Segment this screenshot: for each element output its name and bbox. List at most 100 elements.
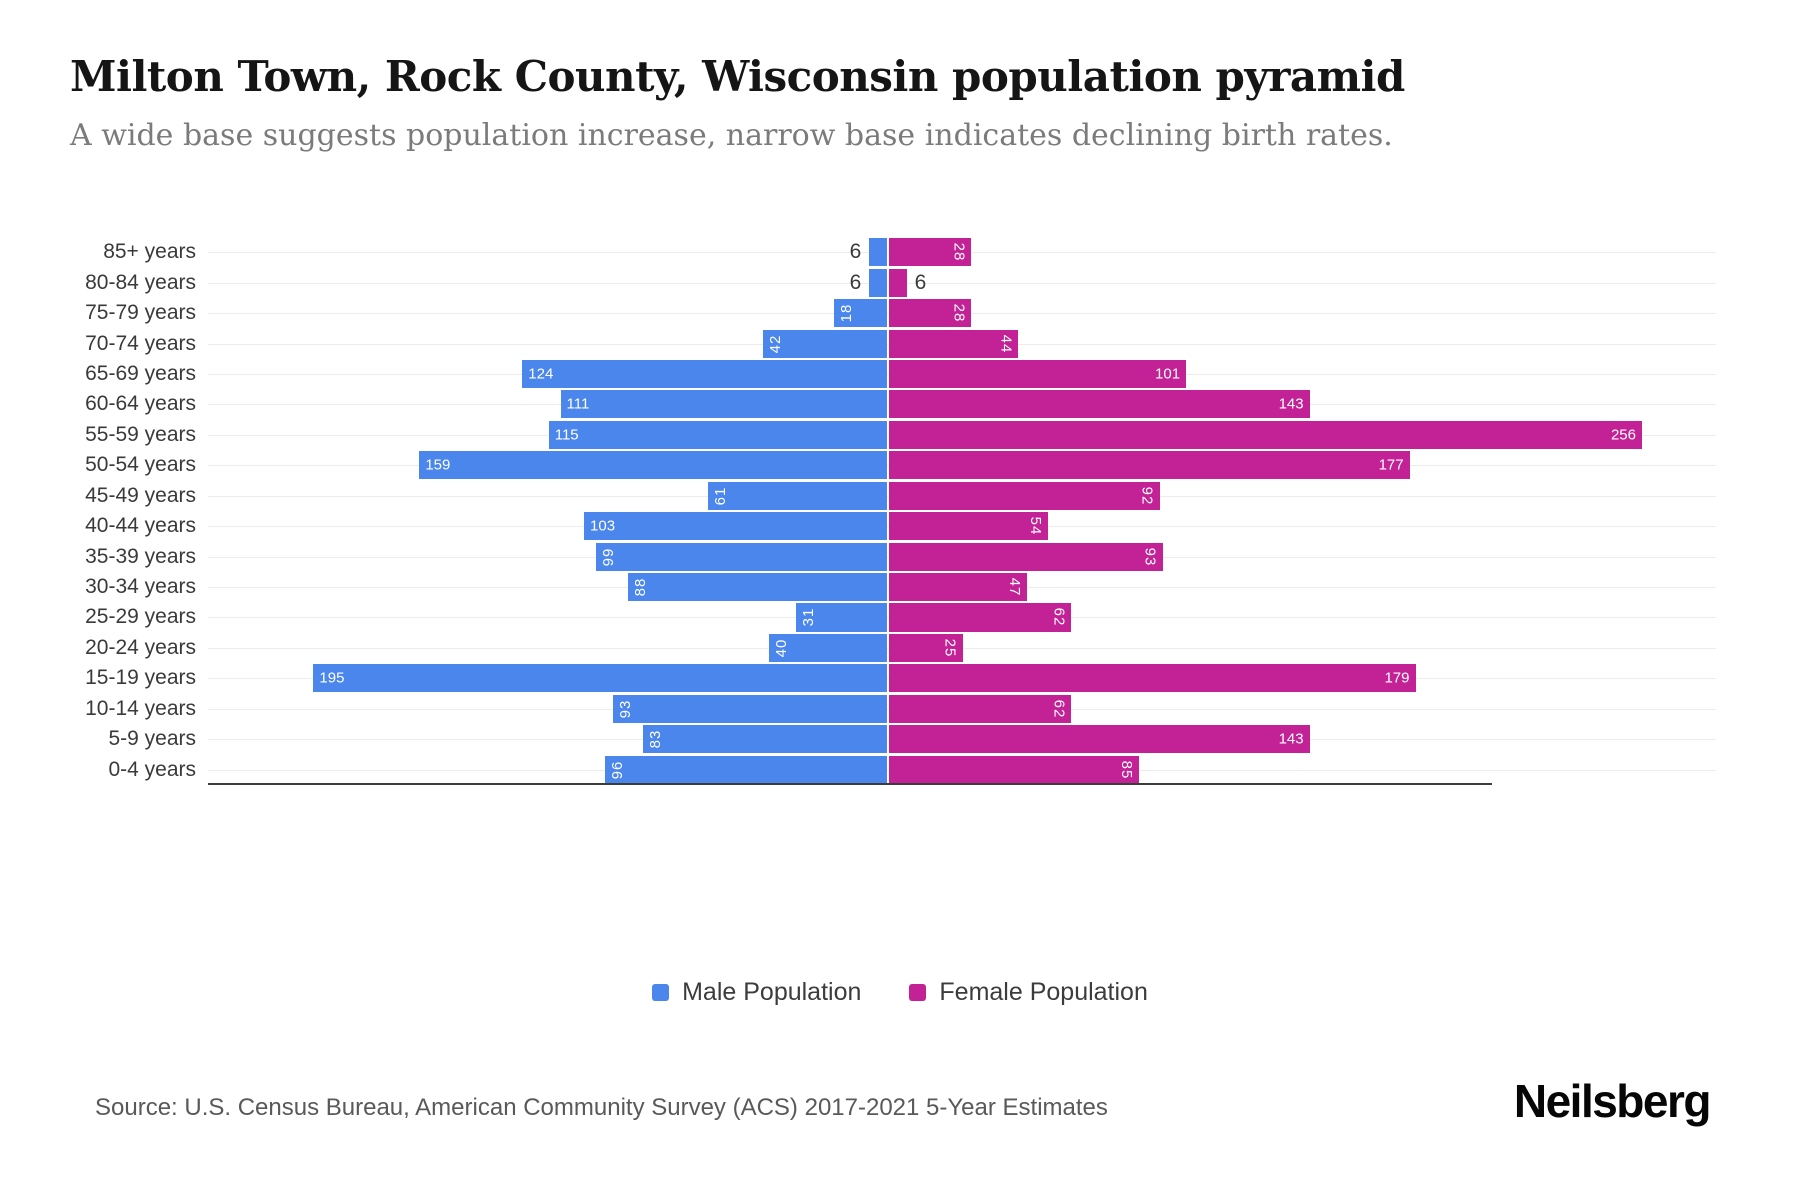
bar-value-label: 47 (1006, 577, 1024, 597)
age-group-label: 65-69 years (85, 361, 196, 385)
population-pyramid-chart: 85+ years 6 28 80-84 years 6 6 75-79 years 18 28… (0, 237, 1800, 785)
age-group-label: 35-39 years (85, 544, 196, 568)
female-bar[interactable]: 44 (889, 329, 1019, 358)
male-bar[interactable]: 93 (613, 694, 887, 723)
age-group-label: 10-14 years (85, 696, 196, 720)
bar-value-label: 83 (646, 729, 664, 749)
female-bar[interactable]: 92 (889, 481, 1160, 510)
male-bar[interactable] (869, 268, 887, 297)
bar-value-label: 42 (767, 334, 785, 353)
age-group-label: 5-9 years (108, 727, 196, 751)
pyramid-row: 45-49 years 61 92 (0, 481, 1800, 511)
pyramid-row: 85+ years 6 28 (0, 237, 1800, 267)
source-text: Source: U.S. Census Bureau, American Com… (95, 1094, 1108, 1121)
bars-area: 115 256 (208, 420, 1716, 449)
age-group-label: 0-4 years (108, 757, 196, 781)
female-bar[interactable] (889, 268, 907, 297)
x-axis-line (208, 783, 1492, 785)
bars-area: 93 62 (208, 694, 1716, 723)
bar-value-label: 62 (1050, 699, 1068, 719)
male-bar[interactable]: 195 (313, 664, 887, 693)
bar-value-label: 177 (1378, 456, 1404, 474)
male-bar[interactable] (869, 238, 887, 267)
female-bar[interactable]: 54 (889, 512, 1048, 541)
male-bar[interactable]: 61 (707, 481, 887, 510)
female-bar[interactable]: 28 (889, 299, 972, 328)
bars-area: 42 44 (208, 329, 1716, 358)
age-group-label: 50-54 years (85, 453, 196, 477)
bar-value-label: 25 (941, 638, 959, 658)
legend-item-female[interactable]: Female Population (909, 978, 1148, 1007)
legend: Male Population Female Population (0, 978, 1800, 1007)
bars-area: 18 28 (208, 299, 1716, 328)
bars-area: 31 62 (208, 603, 1716, 632)
bar-value-label: 93 (617, 699, 635, 719)
male-bar[interactable]: 42 (763, 329, 887, 358)
bar-value-label: 31 (799, 608, 817, 627)
pyramid-row: 60-64 years 111 143 (0, 389, 1800, 419)
bar-value-label: 195 (319, 669, 345, 687)
bar-value-label: 6 (914, 270, 927, 294)
pyramid-row: 75-79 years 18 28 (0, 298, 1800, 328)
pyramid-row: 5-9 years 83 143 (0, 724, 1800, 754)
female-bar[interactable]: 47 (889, 573, 1028, 602)
bar-value-label: 103 (590, 517, 616, 535)
female-bar[interactable]: 28 (889, 238, 972, 267)
female-bar[interactable]: 256 (889, 420, 1642, 449)
bar-value-label: 111 (566, 395, 590, 413)
male-bar[interactable]: 83 (642, 725, 887, 754)
pyramid-row: 10-14 years 93 62 (0, 694, 1800, 724)
bar-value-label: 101 (1155, 365, 1181, 383)
female-bar[interactable]: 85 (889, 755, 1140, 784)
age-group-label: 80-84 years (85, 270, 196, 294)
age-group-label: 15-19 years (85, 666, 196, 690)
male-bar[interactable]: 103 (584, 512, 887, 541)
pyramid-row: 35-39 years 99 93 (0, 541, 1800, 571)
male-bar[interactable]: 111 (560, 390, 887, 419)
bars-area: 6 28 (208, 238, 1716, 267)
female-bar[interactable]: 101 (889, 359, 1187, 388)
bar-value-label: 6 (849, 240, 862, 264)
female-bar[interactable]: 143 (889, 725, 1310, 754)
bar-value-label: 40 (773, 638, 791, 658)
age-group-label: 30-34 years (85, 575, 196, 599)
pyramid-row: 65-69 years 124 101 (0, 359, 1800, 389)
male-bar[interactable]: 18 (834, 299, 887, 328)
bar-value-label: 54 (1026, 516, 1044, 536)
male-bar[interactable]: 115 (548, 420, 887, 449)
legend-label-female: Female Population (939, 978, 1148, 1006)
female-bar[interactable]: 62 (889, 694, 1072, 723)
age-group-label: 70-74 years (85, 331, 196, 355)
male-bar[interactable]: 124 (522, 359, 887, 388)
female-bar[interactable]: 177 (889, 451, 1410, 480)
bar-value-label: 179 (1384, 669, 1410, 687)
female-bar[interactable]: 25 (889, 633, 963, 662)
bar-value-label: 124 (528, 365, 554, 383)
page-subtitle: A wide base suggests population increase… (70, 118, 1393, 153)
pyramid-row: 15-19 years 195 179 (0, 663, 1800, 693)
male-bar[interactable]: 40 (769, 633, 887, 662)
bars-area: 40 25 (208, 633, 1716, 662)
bar-value-label: 93 (1141, 547, 1159, 566)
male-bar[interactable]: 159 (419, 451, 887, 480)
female-bar[interactable]: 62 (889, 603, 1072, 632)
male-bar[interactable]: 99 (595, 542, 887, 571)
bars-area: 61 92 (208, 481, 1716, 510)
male-bar[interactable]: 31 (795, 603, 887, 632)
bar-value-label: 99 (599, 547, 617, 566)
male-bar[interactable]: 96 (604, 755, 887, 784)
bar-value-label: 62 (1050, 608, 1068, 627)
female-bar[interactable]: 93 (889, 542, 1163, 571)
bar-value-label: 92 (1138, 486, 1156, 506)
pyramid-row: 70-74 years 42 44 (0, 328, 1800, 358)
bars-area: 124 101 (208, 359, 1716, 388)
age-group-label: 60-64 years (85, 392, 196, 416)
pyramid-row: 50-54 years 159 177 (0, 450, 1800, 480)
male-bar[interactable]: 88 (628, 573, 887, 602)
female-bar[interactable]: 143 (889, 390, 1310, 419)
bar-value-label: 143 (1278, 395, 1304, 413)
legend-item-male[interactable]: Male Population (652, 978, 861, 1007)
female-bar[interactable]: 179 (889, 664, 1416, 693)
gridline (208, 282, 1716, 284)
